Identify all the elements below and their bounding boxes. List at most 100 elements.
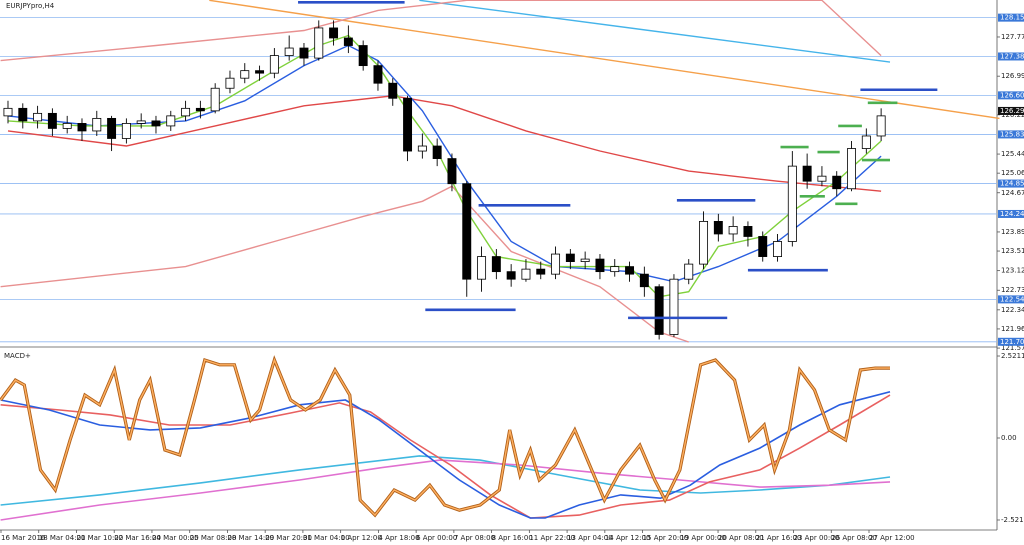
y-tick-label: 126.990: [1001, 72, 1024, 80]
chart-title: EURJPYpro,H4: [6, 2, 55, 10]
y-tick-label: -2.5211: [1001, 516, 1024, 524]
y-tick-label: 121.579: [1001, 344, 1024, 352]
x-tick-label: 6 Apr 00:00: [416, 534, 457, 542]
x-tick-label: 8 Apr 16:00: [492, 534, 533, 542]
level-label: 126.608: [1000, 91, 1024, 99]
indicator-line: [0, 185, 689, 343]
candle-body: [314, 27, 324, 59]
y-tick-label: 127.770: [1001, 33, 1024, 41]
x-tick-label: 14 Apr 12:00: [605, 534, 651, 542]
candle-body: [255, 70, 265, 74]
indicator-line: [0, 391, 891, 519]
y-tick-label: 125.440: [1001, 150, 1024, 158]
candle-body: [403, 97, 413, 152]
candle-body: [610, 266, 620, 273]
level-box: [998, 13, 1024, 22]
x-tick-label: 13 Apr 04:00: [567, 534, 613, 542]
last-price-label: 126.298: [1000, 107, 1024, 115]
candle-body: [77, 123, 87, 132]
level-box: [998, 130, 1024, 139]
candle-body: [773, 241, 783, 257]
candle-body: [388, 82, 398, 99]
candle-body: [92, 117, 102, 132]
candle-body: [432, 145, 442, 159]
candle-body: [713, 220, 723, 235]
candle-body: [551, 253, 561, 275]
candle-body: [595, 258, 605, 273]
candle-body: [684, 263, 694, 280]
candle-body: [802, 165, 812, 182]
candle-body: [743, 226, 753, 237]
candle-body: [536, 268, 546, 275]
candle-body: [506, 271, 516, 280]
candle-body: [33, 112, 43, 122]
indicator-line: [0, 394, 891, 519]
level-box: [998, 52, 1024, 61]
candle-body: [107, 117, 117, 139]
x-tick-label: 23 Apr 00:00: [794, 534, 840, 542]
price-panel: [0, 17, 997, 343]
level-label: 125.831: [1000, 130, 1024, 138]
x-tick-label: 11 Apr 22:00: [529, 534, 575, 542]
y-tick-label: 2.5211: [1001, 352, 1024, 360]
candle-body: [18, 107, 28, 122]
level-box: [998, 209, 1024, 218]
candle-body: [210, 87, 220, 112]
candle-body: [62, 123, 72, 129]
candle-body: [136, 120, 146, 124]
x-tick-label: 16 Mar 2016: [1, 534, 46, 542]
level-label: 124.853: [1000, 180, 1024, 188]
candle-body: [151, 120, 161, 127]
candle-body: [639, 273, 649, 288]
y-tick-label: 123.510: [1001, 247, 1024, 255]
x-tick-label: 21 Mar 10:00: [76, 534, 123, 542]
candle-body: [758, 236, 768, 257]
y-tick-label: 123.890: [1001, 228, 1024, 236]
candle-body: [477, 256, 487, 280]
y-tick-label: 0.00: [1001, 434, 1017, 442]
candle-body: [195, 107, 205, 112]
candle-body: [654, 286, 664, 335]
candle-body: [565, 253, 575, 262]
x-tick-label: 27 Apr 12:00: [869, 534, 915, 542]
candle-body: [181, 107, 191, 117]
x-tick-label: 29 Mar 20:00: [265, 534, 312, 542]
candle-body: [47, 112, 57, 129]
candle-body: [358, 45, 368, 67]
x-tick-label: 31 Mar 04:00: [303, 534, 350, 542]
indicator-line: [419, 0, 891, 63]
candle-body: [832, 175, 842, 190]
level-label: 121.704: [1000, 338, 1024, 346]
x-tick-label: 4 Apr 18:00: [378, 534, 419, 542]
candle-body: [269, 55, 279, 74]
x-tick-label: 21 Apr 16:00: [756, 534, 802, 542]
candle-body: [3, 107, 13, 117]
candle-body: [787, 165, 797, 242]
level-box: [998, 337, 1024, 346]
x-tick-label: 18 Mar 04:00: [39, 534, 86, 542]
level-label: 124.248: [1000, 210, 1024, 218]
candle-body: [625, 266, 635, 275]
candle-body: [329, 27, 339, 39]
indicator-line: [7, 95, 882, 192]
candle-body: [876, 115, 886, 137]
x-tick-label: 25 Mar 08:00: [190, 534, 237, 542]
candle-body: [417, 145, 427, 152]
indicator-line: [0, 357, 890, 517]
y-tick-label: 124.670: [1001, 189, 1024, 197]
x-tick-label: 24 Mar 00:00: [152, 534, 199, 542]
x-tick-label: 22 Mar 16:00: [114, 534, 161, 542]
indicator-line: [0, 459, 891, 521]
x-tick-label: 1 Apr 12:00: [341, 534, 382, 542]
indicator-line: [0, 0, 882, 62]
level-box: [998, 179, 1024, 188]
y-tick-label: 121.960: [1001, 325, 1024, 333]
candle-body: [521, 268, 531, 280]
level-label: 122.548: [1000, 295, 1024, 303]
candle-body: [669, 278, 679, 335]
candle-body: [462, 183, 472, 280]
x-tick-label: 7 Apr 08:00: [454, 534, 495, 542]
level-box: [998, 91, 1024, 100]
candle-body: [491, 256, 501, 273]
candle-body: [728, 226, 738, 235]
